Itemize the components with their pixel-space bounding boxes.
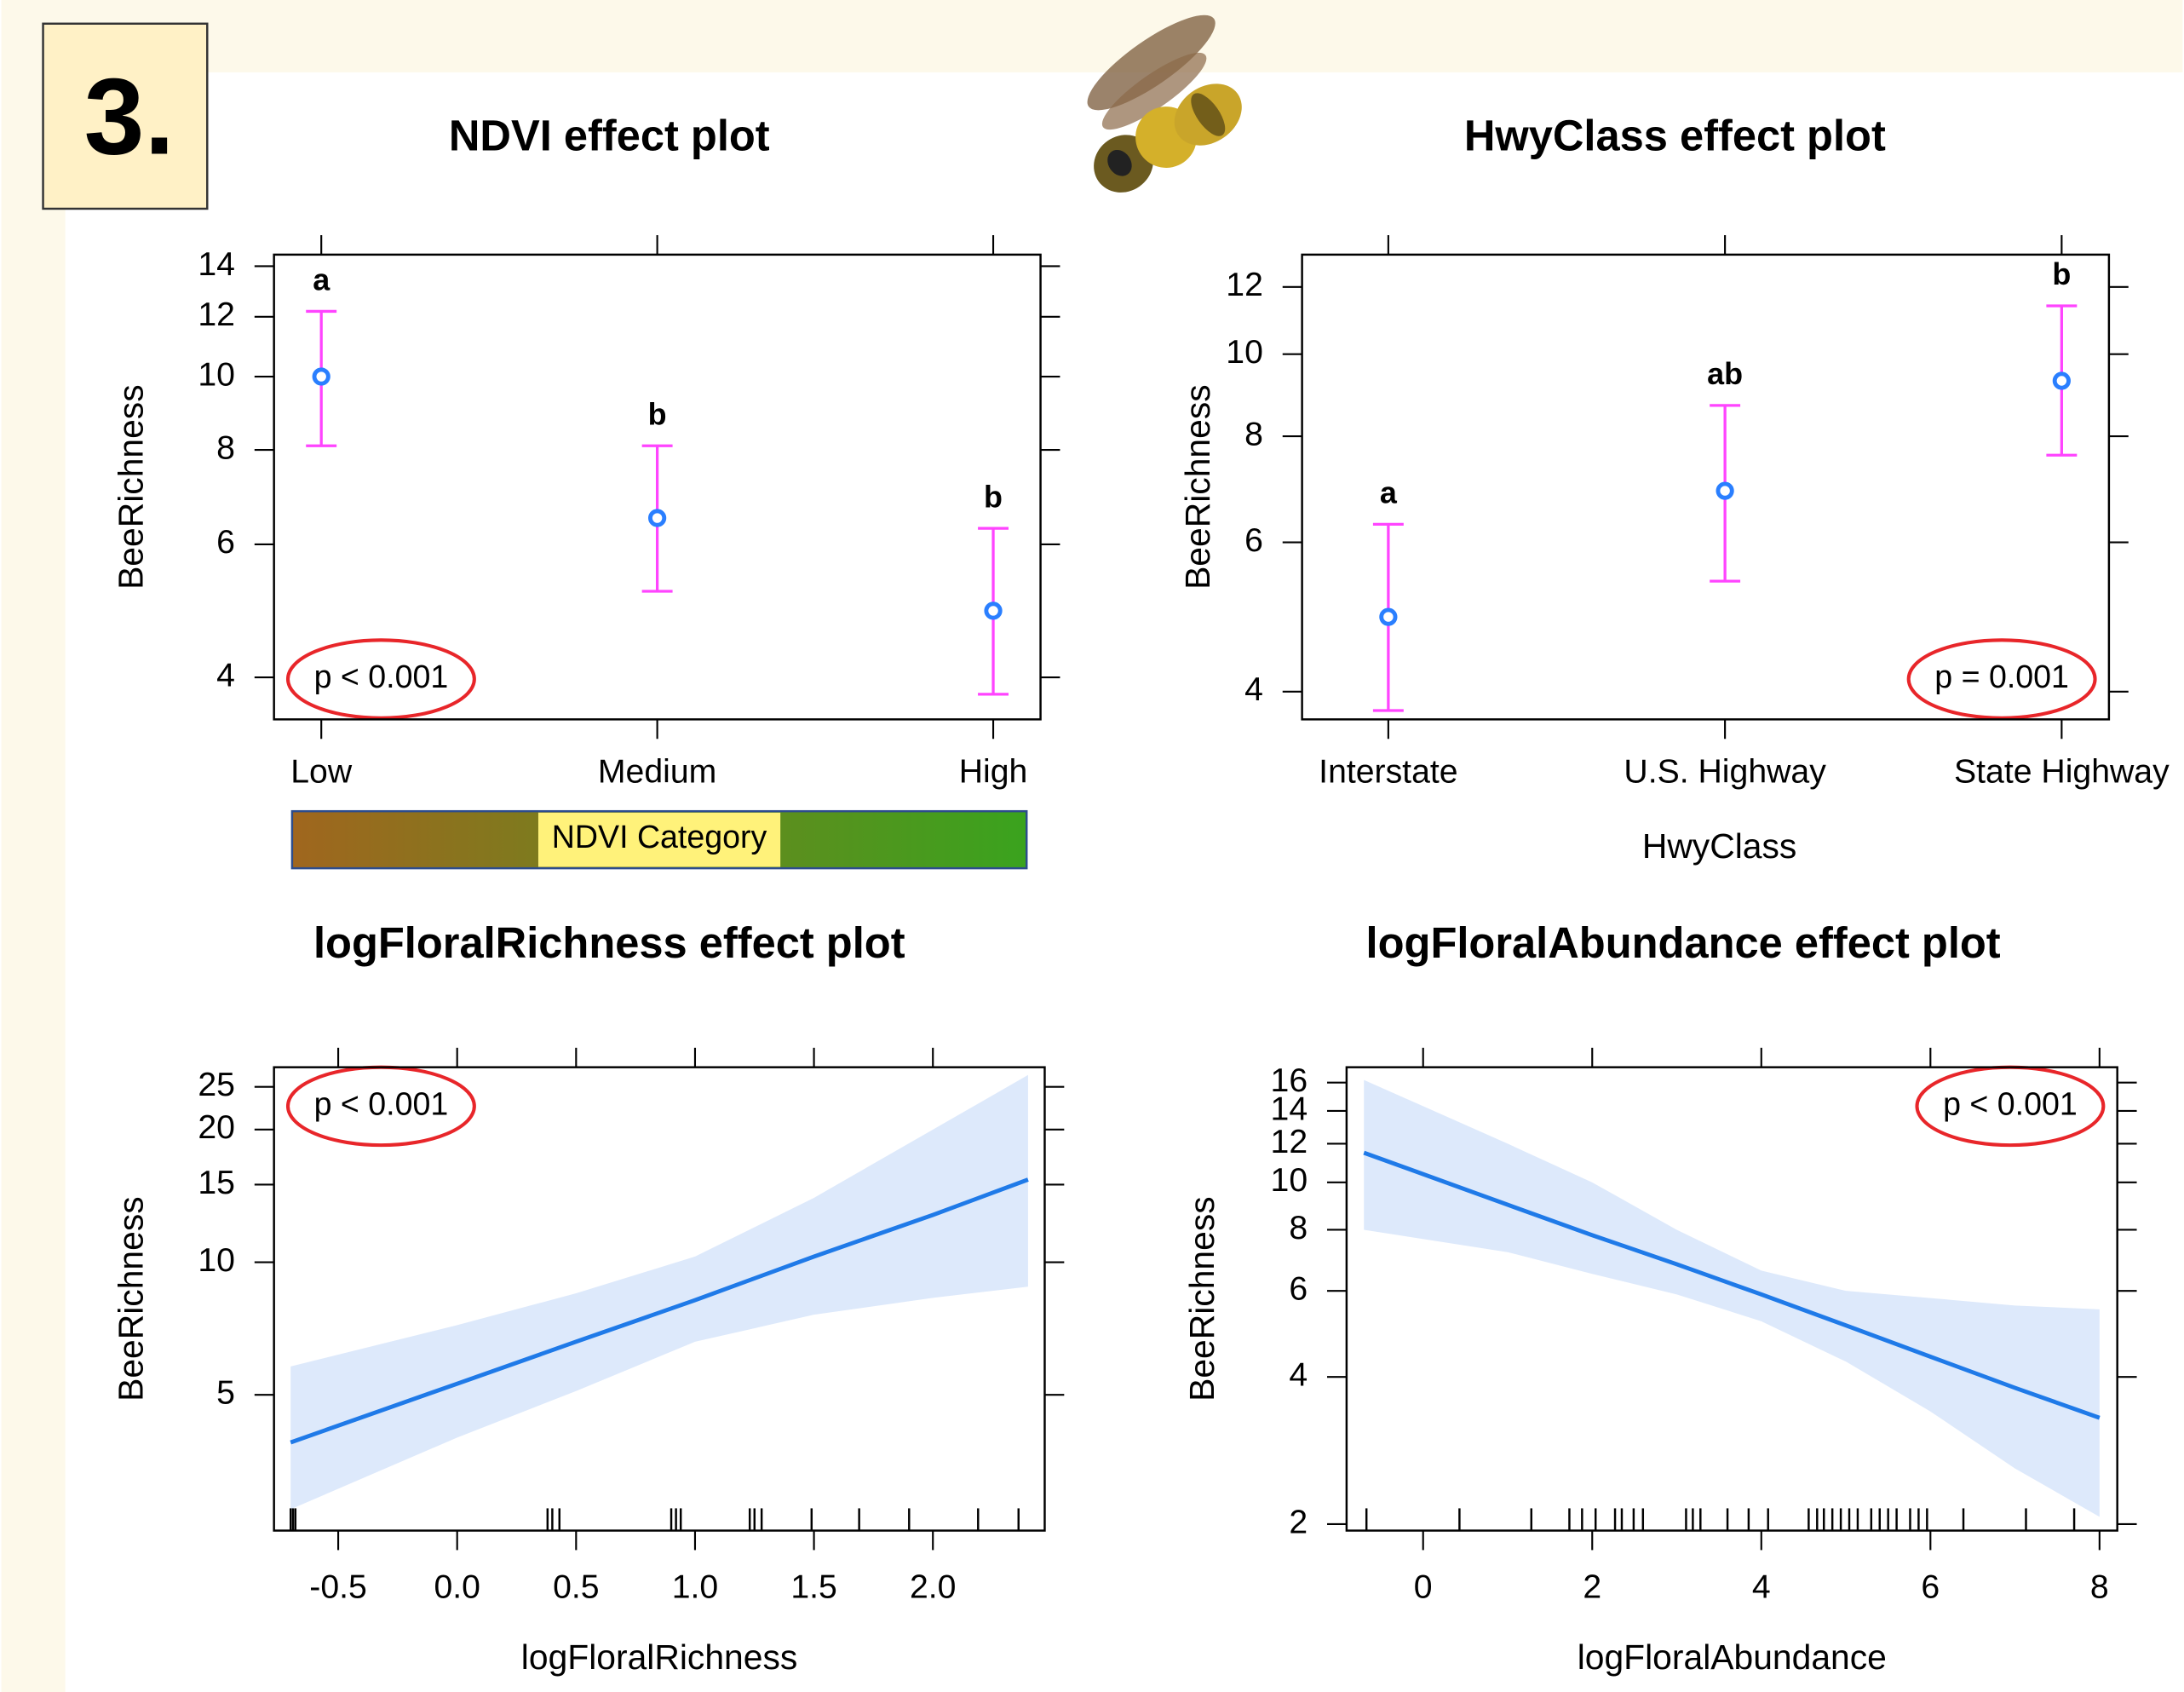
point bbox=[650, 511, 664, 525]
y-tick-label: 10 bbox=[198, 356, 235, 393]
y-tick-label: 6 bbox=[1244, 522, 1263, 559]
y-tick-label: 14 bbox=[198, 246, 235, 283]
point bbox=[314, 370, 328, 383]
annotation: p < 0.001 bbox=[314, 659, 449, 694]
y-tick-label: 25 bbox=[198, 1067, 235, 1103]
x-axis-label: logFloralAbundance bbox=[1578, 1637, 1887, 1677]
x-tick-label: U.S. Highway bbox=[1624, 753, 1826, 790]
x-tick-label: Low bbox=[290, 753, 353, 790]
y-tick-label: 10 bbox=[1271, 1162, 1308, 1199]
y-tick-label: 15 bbox=[198, 1165, 235, 1201]
x-tick-label: 0 bbox=[1414, 1569, 1433, 1606]
y-tick-label: 8 bbox=[1244, 416, 1263, 452]
annotation: p < 0.001 bbox=[1943, 1085, 2078, 1121]
y-axis-label: BeeRichness bbox=[1182, 1196, 1221, 1401]
point bbox=[1718, 484, 1732, 498]
x-tick-label: 1.5 bbox=[790, 1569, 836, 1606]
y-tick-label: 20 bbox=[198, 1109, 235, 1146]
x-tick-label: 2.0 bbox=[910, 1569, 956, 1606]
y-axis-label: BeeRichness bbox=[111, 384, 150, 590]
chart-title: NDVI effect plot bbox=[449, 112, 770, 160]
y-tick-label: 10 bbox=[1226, 334, 1263, 371]
group-letter: a bbox=[313, 262, 330, 297]
x-tick-label: 0.5 bbox=[553, 1569, 599, 1606]
y-tick-label: 12 bbox=[198, 296, 235, 333]
chart-title: logFloralRichness effect plot bbox=[313, 918, 905, 967]
x-axis-label: logFloralRichness bbox=[521, 1637, 797, 1677]
y-tick-label: 4 bbox=[1289, 1357, 1308, 1394]
x-tick-label: 6 bbox=[1921, 1569, 1940, 1606]
y-tick-label: 12 bbox=[1271, 1124, 1308, 1160]
point bbox=[2055, 374, 2068, 388]
group-letter: b bbox=[648, 396, 667, 431]
group-letter: b bbox=[984, 479, 1003, 514]
x-tick-label: State Highway bbox=[1954, 753, 2170, 790]
point bbox=[1382, 610, 1395, 624]
group-letter: b bbox=[2052, 256, 2071, 291]
figure: 3. NDVI effect plotBeeRichness468101214L… bbox=[0, 0, 2184, 1692]
annotation: p = 0.001 bbox=[1934, 659, 2069, 694]
x-tick-label: -0.5 bbox=[309, 1569, 367, 1606]
x-axis-label: HwyClass bbox=[1642, 826, 1796, 866]
group-letter: a bbox=[1380, 475, 1398, 510]
page: {"panel_label": "3.", "chart_data": [ {"… bbox=[0, 0, 2184, 1692]
group-letter: ab bbox=[1707, 356, 1743, 391]
x-tick-label: Interstate bbox=[1319, 753, 1457, 790]
x-tick-label: High bbox=[959, 753, 1028, 790]
y-tick-label: 8 bbox=[1289, 1210, 1308, 1246]
point bbox=[986, 604, 1000, 618]
x-tick-label: 4 bbox=[1752, 1569, 1771, 1606]
chart-title: HwyClass effect plot bbox=[1464, 112, 1886, 160]
x-tick-label: 0.0 bbox=[434, 1569, 480, 1606]
y-tick-label: 12 bbox=[1226, 267, 1263, 303]
y-axis-label: BeeRichness bbox=[1178, 384, 1217, 590]
x-tick-label: Medium bbox=[598, 753, 716, 790]
y-tick-label: 8 bbox=[216, 429, 235, 466]
y-tick-label: 2 bbox=[1289, 1504, 1308, 1540]
x-tick-label: 8 bbox=[2090, 1569, 2109, 1606]
y-tick-label: 16 bbox=[1271, 1062, 1308, 1099]
y-tick-label: 4 bbox=[216, 657, 235, 693]
panel-label: 3. bbox=[84, 56, 175, 177]
x-tick-label: 1.0 bbox=[672, 1569, 718, 1606]
annotation: p < 0.001 bbox=[314, 1085, 449, 1121]
y-tick-label: 6 bbox=[1289, 1271, 1308, 1308]
x-axis-label: NDVI Category bbox=[552, 819, 767, 855]
y-axis-label: BeeRichness bbox=[111, 1196, 150, 1401]
y-tick-label: 6 bbox=[216, 524, 235, 561]
y-tick-label: 10 bbox=[198, 1242, 235, 1279]
y-tick-label: 5 bbox=[216, 1375, 235, 1412]
y-tick-label: 4 bbox=[1244, 671, 1263, 708]
x-tick-label: 2 bbox=[1583, 1569, 1601, 1606]
chart-title: logFloralAbundance effect plot bbox=[1366, 918, 2001, 967]
